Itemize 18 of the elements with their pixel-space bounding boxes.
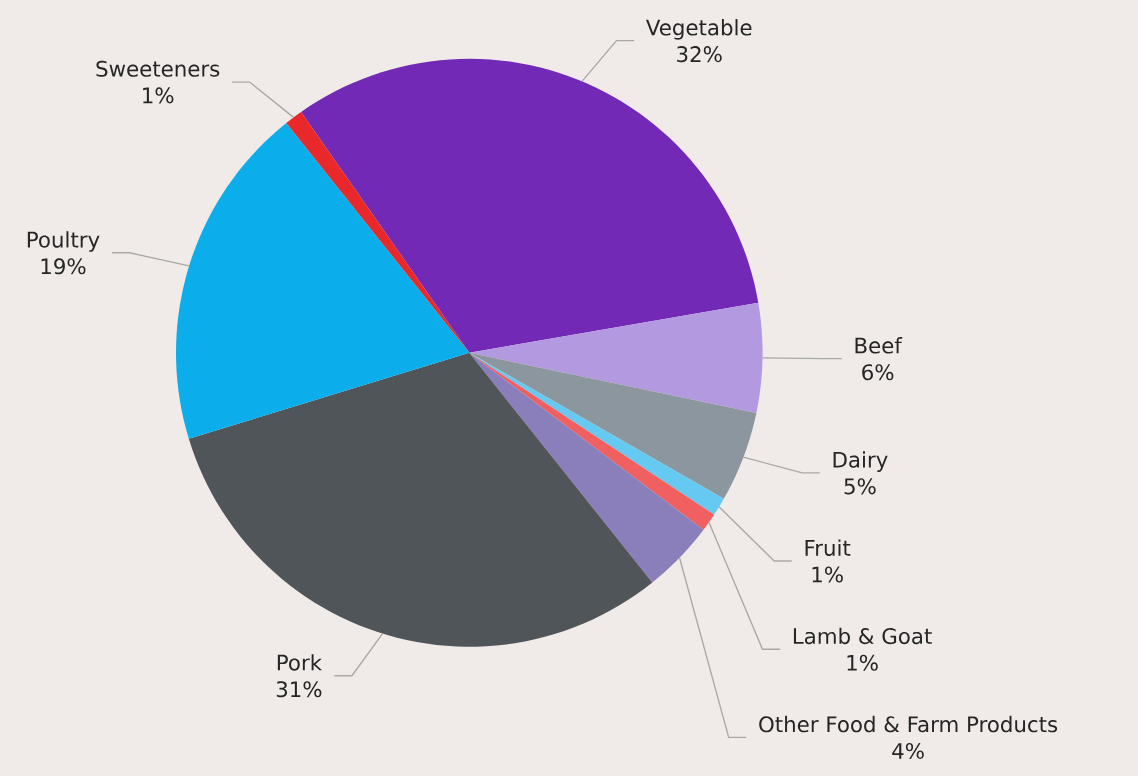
data-label: 1% (812, 566, 843, 583)
slice-label: Other Food & Farm Products (759, 715, 1058, 733)
data-label: 31% (276, 681, 322, 698)
data-label: 32% (677, 46, 722, 63)
data-label: 1% (847, 654, 878, 671)
data-label: 4% (892, 742, 924, 759)
slice-label: Dairy (833, 451, 888, 472)
slice-label: Lamb & Goat (793, 627, 932, 645)
data-label: 1% (143, 87, 174, 104)
data-label: 5% (844, 478, 876, 495)
slice-label: Sweeteners (96, 60, 220, 77)
data-label: 19% (41, 258, 86, 275)
slice-label: Vegetable (645, 19, 752, 40)
slice-label: Pork (277, 654, 322, 671)
slice-label: Poultry (27, 231, 100, 252)
slice-label: Fruit (805, 539, 851, 556)
slice-label: Beef (855, 337, 903, 354)
data-label: 6% (862, 364, 894, 381)
